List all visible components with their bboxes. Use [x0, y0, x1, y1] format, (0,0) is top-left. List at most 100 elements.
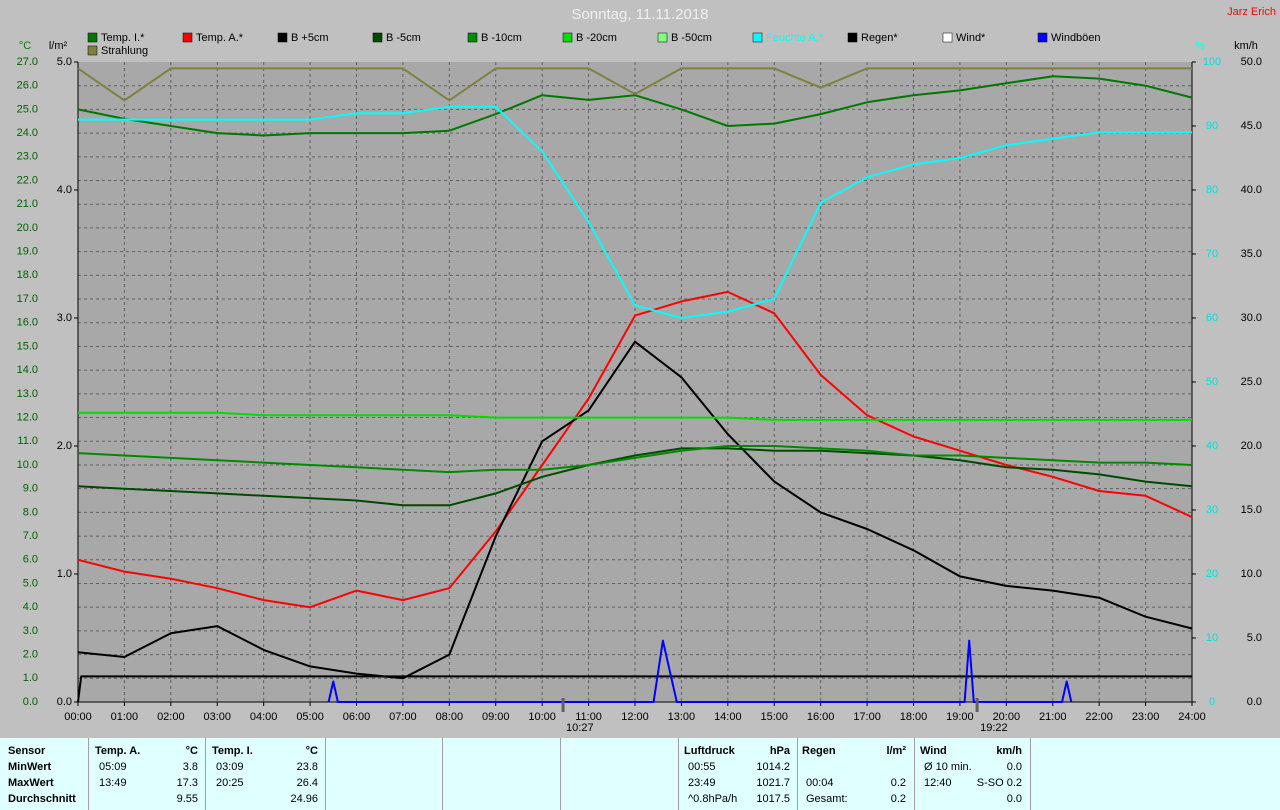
x-tick-label: 20:00: [993, 711, 1021, 723]
separator: [205, 738, 206, 810]
y2-tick-label: 0.0: [57, 696, 72, 708]
x-tick-label: 21:00: [1039, 711, 1067, 723]
y-tick-label: 4.0: [23, 601, 38, 613]
y4-tick-label: 50.0: [1241, 56, 1262, 68]
y3-tick-label: 60: [1206, 312, 1218, 324]
legend-marker: [847, 32, 858, 43]
column-title: Regen: [802, 745, 836, 757]
x-tick-label: 02:00: [157, 711, 185, 723]
series-line: [77, 675, 1192, 703]
x-tick-label: 15:00: [760, 711, 788, 723]
legend-label: Strahlung: [101, 45, 148, 57]
y-tick-label: 12.0: [17, 411, 38, 423]
x-tick-label: 07:00: [389, 711, 417, 723]
y-tick-label: 3.0: [23, 625, 38, 637]
y-tick-label: 6.0: [23, 554, 38, 566]
y2-tick-label: 2.0: [57, 440, 72, 452]
y2-tick-label: 4.0: [57, 184, 72, 196]
separator: [1030, 738, 1031, 810]
stat-time: Ø 10 min.: [924, 761, 972, 773]
column-unit: °C: [185, 745, 198, 757]
y4-tick-label: 40.0: [1241, 184, 1262, 196]
y4-tick-label: 15.0: [1241, 504, 1262, 516]
x-tick-label: 24:00: [1178, 711, 1206, 723]
y3-unit: %: [1195, 40, 1205, 52]
series-line: [77, 340, 1193, 680]
row-label: MinWert: [8, 761, 52, 773]
stat-time: 12:40: [924, 777, 952, 789]
y-tick-label: 17.0: [17, 293, 38, 305]
y-tick-label: 1.0: [23, 672, 38, 684]
row-label: MaxWert: [8, 777, 54, 789]
separator: [88, 738, 89, 810]
legend-marker: [562, 32, 573, 43]
stat-time: 00:04: [806, 777, 834, 789]
series-line: [327, 639, 1073, 703]
y2-unit: l/m²: [49, 40, 68, 52]
column-unit: hPa: [769, 745, 790, 757]
stat-value: 0.0: [1006, 793, 1022, 805]
y2-tick-label: 3.0: [57, 312, 72, 324]
x-tick-label: 06:00: [343, 711, 371, 723]
stat-value: 24.96: [290, 793, 318, 805]
legend-marker: [87, 45, 98, 56]
y-tick-label: 22.0: [17, 174, 38, 186]
x-tick-label: 04:00: [250, 711, 278, 723]
stat-value: 17.3: [176, 777, 198, 789]
legend-marker: [752, 32, 763, 43]
x-tick-label: 10:00: [528, 711, 556, 723]
series-line: [77, 290, 1193, 609]
y-tick-label: 13.0: [17, 388, 38, 400]
annotation: 19:22: [980, 722, 1008, 734]
y-tick-label: 15.0: [17, 340, 38, 352]
legend-label: Feuchte A.*: [766, 32, 824, 44]
x-tick-label: 16:00: [807, 711, 835, 723]
x-tick-label: 23:00: [1132, 711, 1160, 723]
legend-marker: [87, 32, 98, 43]
y-tick-label: 21.0: [17, 198, 38, 210]
stat-value: 0.0: [1006, 761, 1022, 773]
y3-tick-label: 70: [1206, 248, 1218, 260]
y-unit: °C: [19, 40, 31, 52]
stat-value: 23.8: [296, 761, 318, 773]
y-tick-label: 23.0: [17, 151, 38, 163]
y-tick-label: 27.0: [17, 56, 38, 68]
series-line: [77, 75, 1193, 137]
legend-label: B -20cm: [576, 32, 617, 44]
chart-title: Sonntag, 11.11.2018: [571, 6, 708, 23]
y-tick-label: 11.0: [17, 435, 38, 447]
stat-time: 20:25: [216, 777, 244, 789]
column-title: Temp. A.: [95, 745, 141, 757]
legend-label: Wind*: [956, 32, 986, 44]
stat-time: 13:49: [99, 777, 127, 789]
x-tick-label: 17:00: [853, 711, 881, 723]
y4-tick-label: 10.0: [1241, 568, 1262, 580]
y-tick-label: 0.0: [23, 696, 38, 708]
legend-label: Temp. I.*: [101, 32, 145, 44]
y-tick-label: 2.0: [23, 648, 38, 660]
series-line: [77, 67, 1192, 102]
stat-value: 9.55: [176, 793, 198, 805]
y3-tick-label: 50: [1206, 376, 1218, 388]
column-unit: l/m²: [886, 745, 906, 757]
y3-tick-label: 80: [1206, 184, 1218, 196]
y-tick-label: 25.0: [17, 103, 38, 115]
row-label: Durchschnitt: [8, 793, 76, 805]
y-tick-label: 19.0: [17, 246, 38, 258]
x-tick-label: 09:00: [482, 711, 510, 723]
series-line: [78, 411, 1192, 421]
legend-marker: [277, 32, 288, 43]
x-tick-label: 19:00: [946, 711, 974, 723]
y-tick-label: 7.0: [23, 530, 38, 542]
y2-tick-label: 1.0: [57, 568, 72, 580]
legend-marker: [467, 32, 478, 43]
legend-marker: [1037, 32, 1048, 43]
x-tick-label: 14:00: [714, 711, 742, 723]
column-unit: km/h: [996, 745, 1022, 757]
stat-value: 1014.2: [756, 761, 790, 773]
x-tick-label: 08:00: [436, 711, 464, 723]
y-tick-label: 16.0: [17, 317, 38, 329]
y-tick-label: 14.0: [17, 364, 38, 376]
x-tick-label: 11:00: [575, 711, 602, 723]
series-line: [77, 445, 1193, 474]
